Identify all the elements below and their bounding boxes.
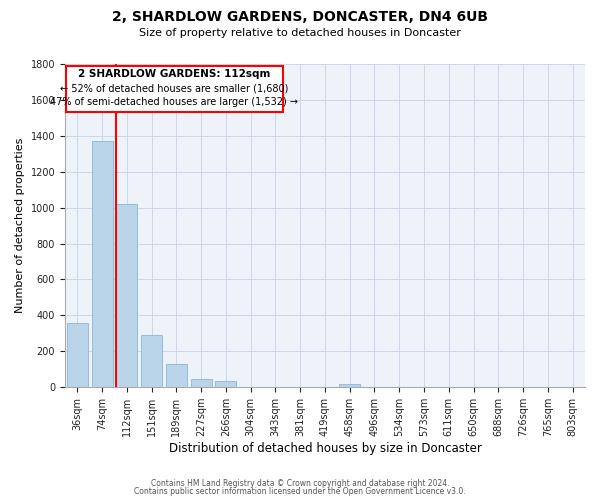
Bar	[67, 323, 88, 387]
Text: ← 52% of detached houses are smaller (1,680): ← 52% of detached houses are smaller (1,…	[61, 83, 289, 93]
Text: 2, SHARDLOW GARDENS, DONCASTER, DN4 6UB: 2, SHARDLOW GARDENS, DONCASTER, DN4 6UB	[112, 10, 488, 24]
Text: Contains public sector information licensed under the Open Government Licence v3: Contains public sector information licen…	[134, 487, 466, 496]
Bar	[141, 335, 162, 387]
Y-axis label: Number of detached properties: Number of detached properties	[15, 138, 25, 314]
Bar	[92, 141, 113, 387]
Bar	[339, 384, 360, 387]
X-axis label: Distribution of detached houses by size in Doncaster: Distribution of detached houses by size …	[169, 442, 481, 455]
Text: Contains HM Land Registry data © Crown copyright and database right 2024.: Contains HM Land Registry data © Crown c…	[151, 478, 449, 488]
Bar	[166, 364, 187, 387]
Bar	[215, 381, 236, 387]
Text: 2 SHARDLOW GARDENS: 112sqm: 2 SHARDLOW GARDENS: 112sqm	[79, 69, 271, 79]
FancyBboxPatch shape	[66, 66, 283, 112]
Text: Size of property relative to detached houses in Doncaster: Size of property relative to detached ho…	[139, 28, 461, 38]
Bar	[116, 204, 137, 387]
Text: 47% of semi-detached houses are larger (1,532) →: 47% of semi-detached houses are larger (…	[50, 97, 298, 107]
Bar	[191, 379, 212, 387]
